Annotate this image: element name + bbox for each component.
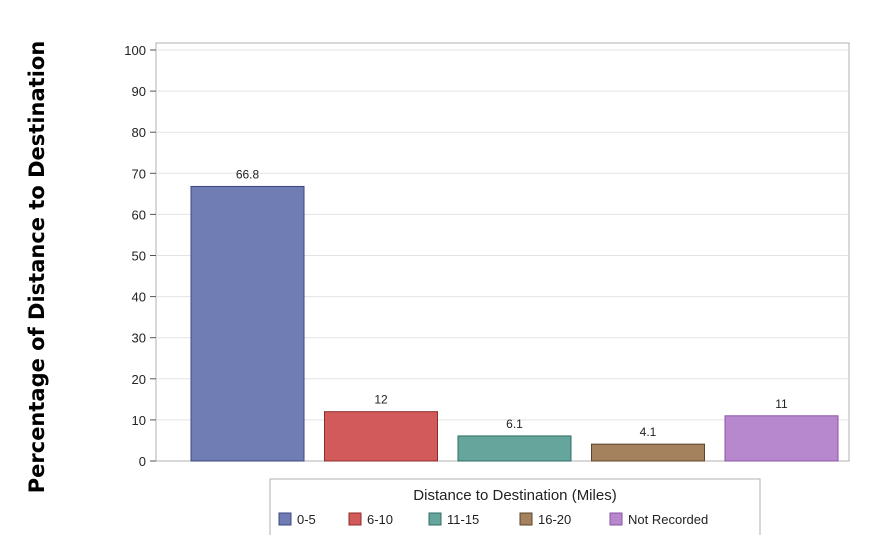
bars xyxy=(190,185,839,462)
legend-swatch xyxy=(428,512,442,526)
y-tick-label: 0 xyxy=(139,454,146,469)
y-tick-label: 70 xyxy=(132,166,146,181)
legend-box xyxy=(269,478,761,535)
y-tick-label: 90 xyxy=(132,84,146,99)
y-tick-label: 60 xyxy=(132,207,146,222)
y-tick-label: 10 xyxy=(132,413,146,428)
legend-entry-label: 11-15 xyxy=(447,512,479,527)
data-label: 6.1 xyxy=(506,417,523,431)
bar-not-recorded xyxy=(724,415,839,462)
legend-swatch xyxy=(278,512,292,526)
y-tick-label: 30 xyxy=(132,331,146,346)
legend-entry-label: 0-5 xyxy=(297,512,316,527)
y-tick-label: 80 xyxy=(132,125,146,140)
y-tick-label: 20 xyxy=(132,372,146,387)
bar-11-15 xyxy=(457,435,572,462)
bar-6-10 xyxy=(324,411,438,462)
legend-swatch xyxy=(519,512,533,526)
y-tick-label: 40 xyxy=(132,290,146,305)
data-label: 11 xyxy=(775,397,788,411)
legend: Distance to Destination (Miles) 0-5 6-10 1… xyxy=(269,478,761,535)
data-labels: 66.8 12 6.1 4.1 11 xyxy=(236,167,788,439)
legend-title: Distance to Destination (Miles) xyxy=(413,487,616,504)
y-axis-ticks: 0 10 20 30 40 50 60 70 80 90 100 xyxy=(124,43,156,469)
bar-16-20 xyxy=(591,443,705,462)
data-label: 4.1 xyxy=(640,425,657,439)
legend-items: 0-5 6-10 11-15 16-20 Not Recorded xyxy=(278,512,708,527)
legend-entry-label: Not Recorded xyxy=(628,512,708,527)
y-tick-label: 100 xyxy=(124,43,146,58)
y-tick-label: 50 xyxy=(132,249,146,264)
bar-0-5 xyxy=(190,185,305,462)
legend-swatch xyxy=(609,512,623,526)
data-label: 12 xyxy=(374,393,388,407)
legend-entry-label: 6-10 xyxy=(367,512,393,527)
legend-swatch xyxy=(348,512,362,526)
y-axis-title: Percentage of Distance to Destination xyxy=(25,41,49,494)
legend-entry-label: 16-20 xyxy=(538,512,571,527)
data-label: 66.8 xyxy=(236,167,260,181)
